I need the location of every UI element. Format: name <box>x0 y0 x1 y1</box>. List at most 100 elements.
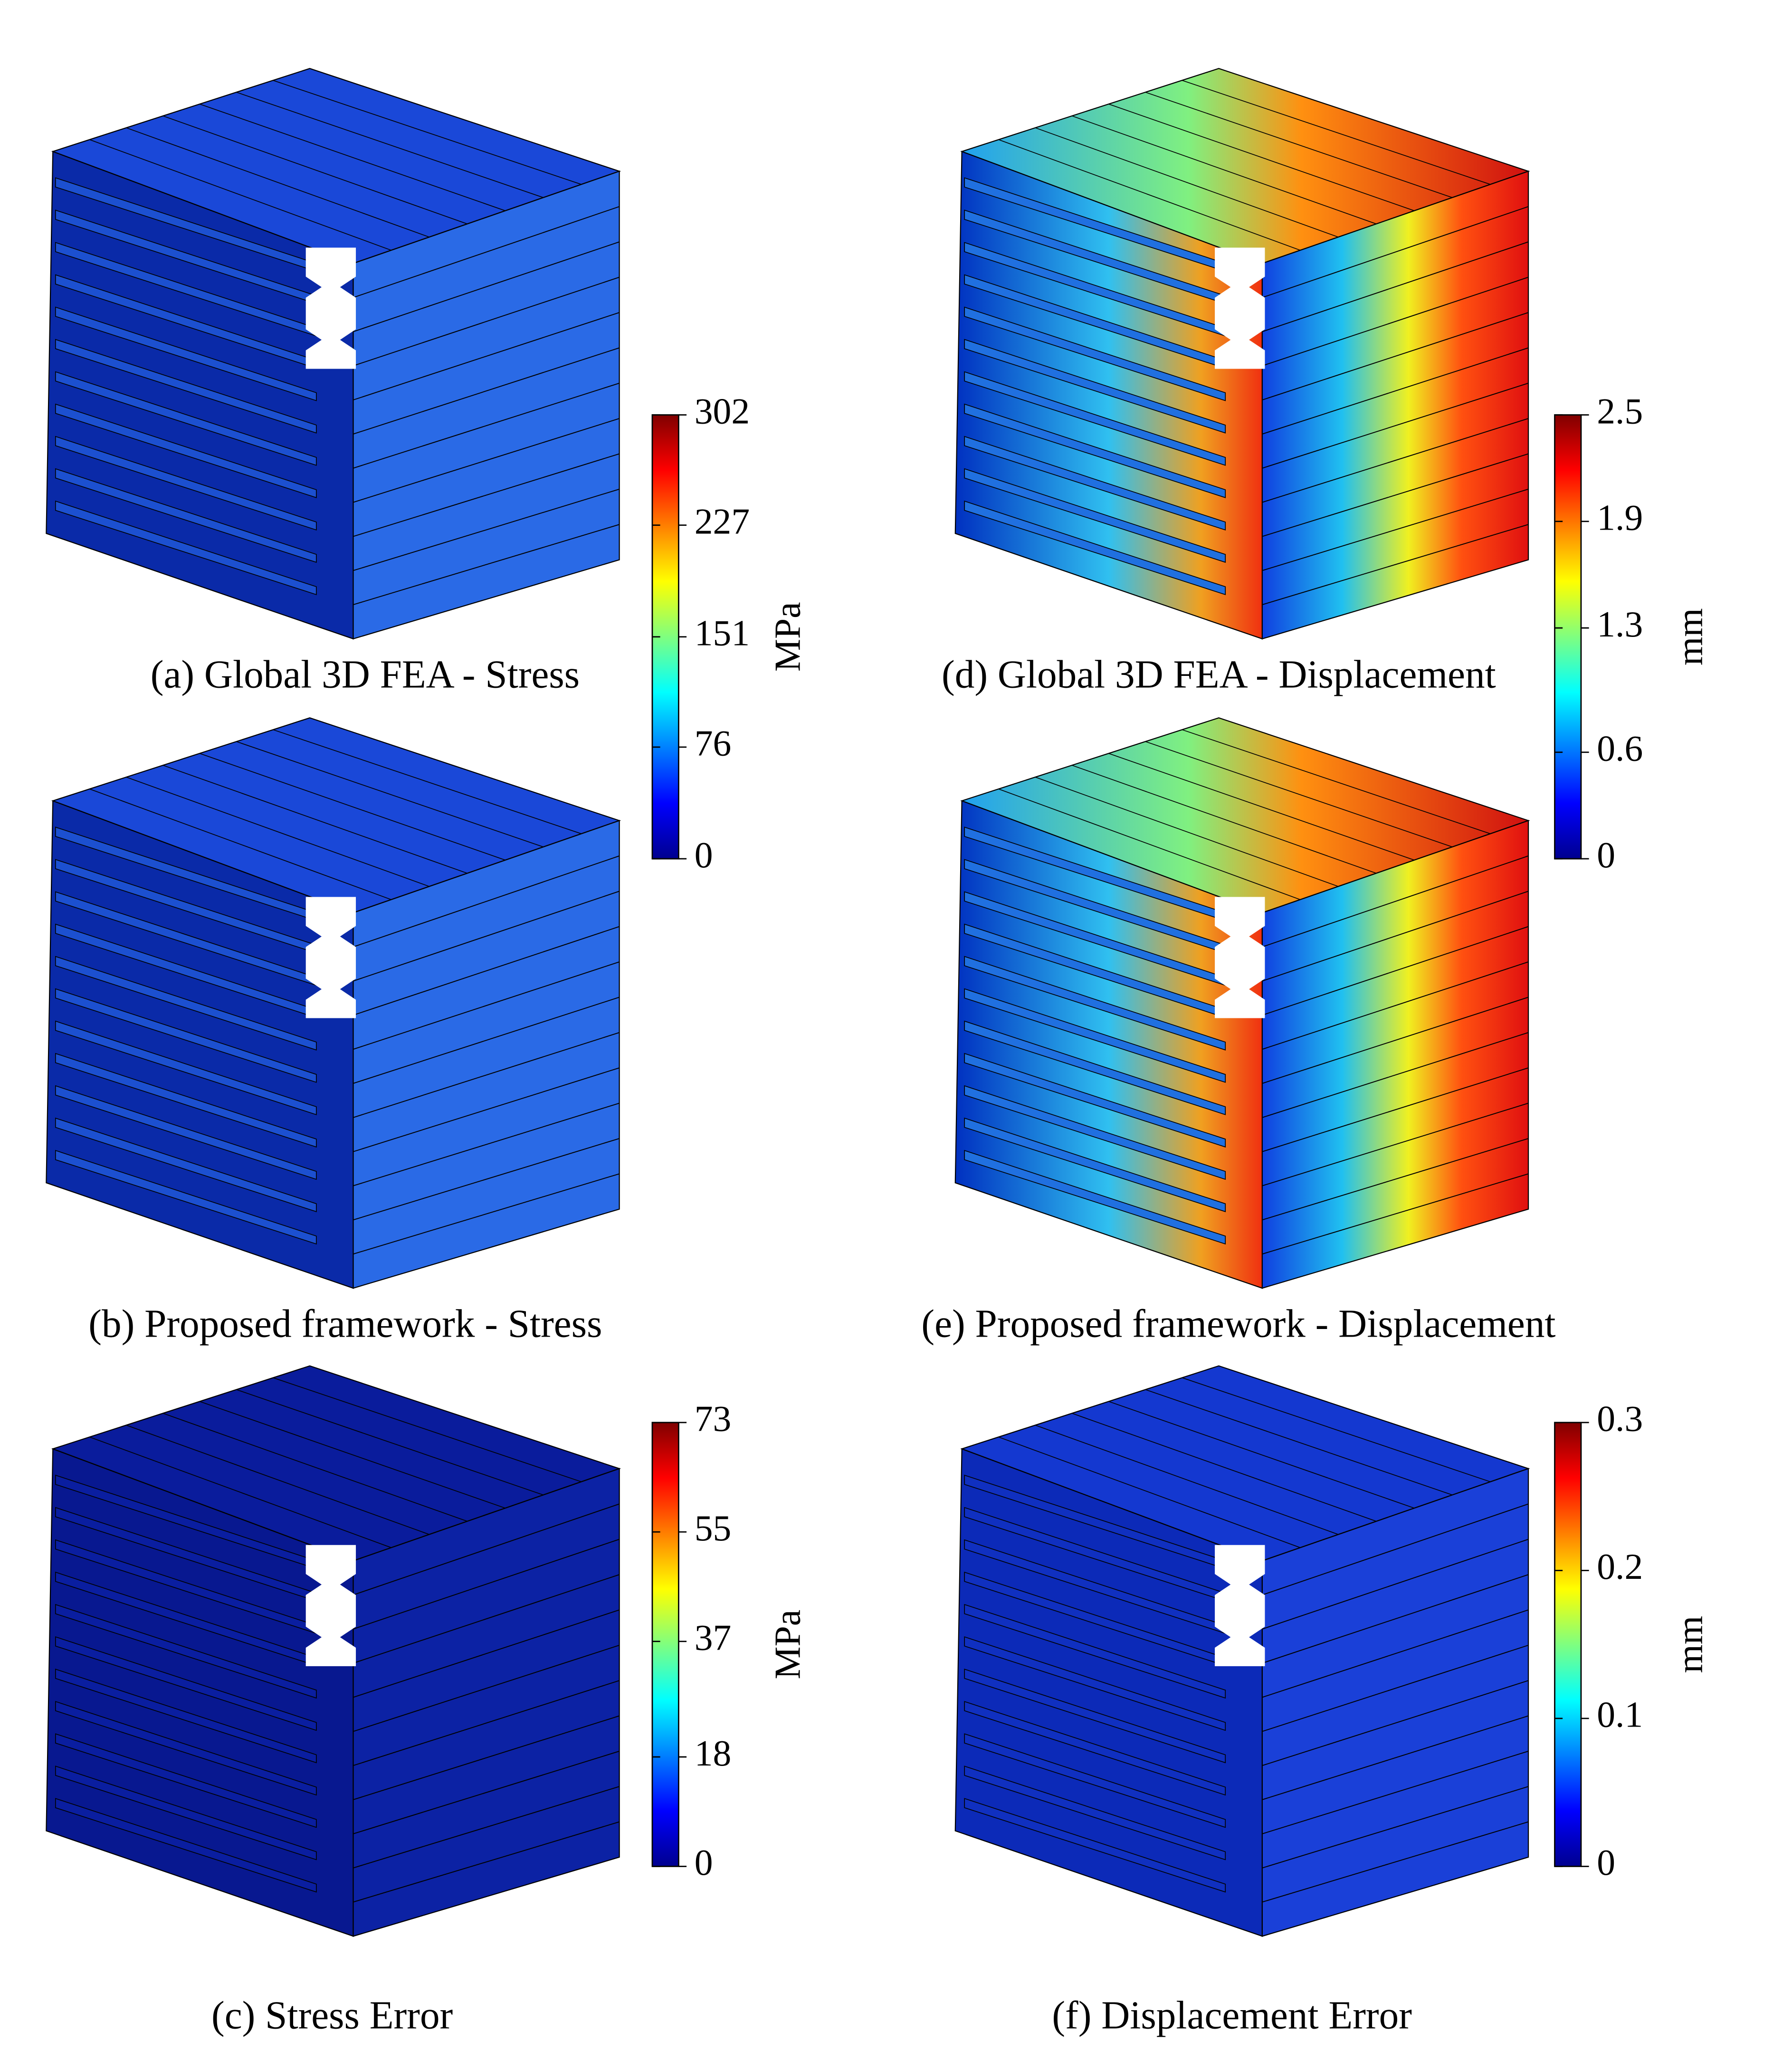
ply-line <box>1262 488 1529 571</box>
ply-line <box>1145 92 1453 198</box>
ply-line <box>162 765 467 874</box>
ply-line <box>353 1609 620 1698</box>
cube-right-face <box>353 170 620 640</box>
ply-line <box>199 1401 505 1509</box>
ply-line <box>353 1786 620 1869</box>
ply-line <box>1262 206 1529 298</box>
slat <box>55 371 317 466</box>
ply-line <box>273 1377 581 1482</box>
cube-right-face <box>1261 1468 1529 1937</box>
fea-panel <box>46 717 621 1289</box>
colorbar <box>1554 1422 1582 1867</box>
ply-line <box>353 855 620 948</box>
ply-line <box>89 1436 391 1548</box>
ply-line <box>353 997 620 1084</box>
slat <box>964 956 1226 1051</box>
slat <box>55 1117 317 1213</box>
colorbar-tick-label: 18 <box>695 1733 732 1774</box>
slat <box>964 403 1226 498</box>
slat <box>964 1798 1226 1893</box>
colorbar <box>651 1422 679 1867</box>
ply-line <box>126 1424 429 1535</box>
ply-line <box>236 741 543 847</box>
ply-line <box>1072 115 1377 225</box>
ply-line <box>1262 1715 1529 1800</box>
ply-line <box>1262 1644 1529 1732</box>
slat <box>55 1020 317 1115</box>
ply-line <box>273 80 581 185</box>
ply-line <box>353 1574 620 1664</box>
colorbar-tick-label: 0.2 <box>1597 1546 1643 1587</box>
fea-panel <box>46 68 621 640</box>
slat <box>55 1766 317 1861</box>
ply-line <box>353 926 620 1016</box>
slat <box>964 371 1226 466</box>
ply-line <box>89 788 391 900</box>
ply-line <box>1262 276 1529 367</box>
slat <box>55 468 317 563</box>
slat <box>964 1053 1226 1148</box>
colorbar-tick-label: 73 <box>695 1398 732 1439</box>
ply-line <box>1145 1389 1453 1496</box>
slat <box>55 500 317 596</box>
ply-line <box>1262 997 1529 1084</box>
slat <box>964 1117 1226 1213</box>
ply-line <box>1262 1750 1529 1834</box>
ply-line <box>1262 1102 1529 1187</box>
ply-line <box>998 1436 1301 1548</box>
slat <box>55 1701 317 1796</box>
ply-line <box>353 1680 620 1766</box>
slat <box>55 403 317 498</box>
slat <box>964 339 1226 434</box>
ply-line <box>1262 1032 1529 1118</box>
ply-line <box>1108 104 1415 211</box>
ply-line <box>353 1032 620 1118</box>
ply-line <box>236 92 543 198</box>
ply-line <box>1262 347 1529 435</box>
colorbar-tick-label: 2.5 <box>1597 390 1643 431</box>
colorbar-tick-label: 227 <box>695 501 750 541</box>
colorbar-label: MPa <box>767 1610 808 1680</box>
cube-right-face <box>1261 170 1529 640</box>
ply-line <box>353 891 620 982</box>
cube-right-face <box>353 820 620 1289</box>
colorbar-tick-label: 0 <box>695 835 713 875</box>
slat <box>964 1149 1226 1245</box>
panel-caption: (e) Proposed framework - Displacement <box>921 1302 1555 1346</box>
ply-line <box>1182 729 1491 835</box>
cutout <box>1215 897 1265 1018</box>
cutout <box>1215 247 1265 369</box>
fea-panel <box>954 68 1530 640</box>
ply-line <box>353 1067 620 1152</box>
cutout <box>305 1545 356 1666</box>
ply-line <box>273 729 581 835</box>
slat <box>55 1669 317 1764</box>
ply-line <box>199 753 505 861</box>
colorbar-tick-label: 55 <box>695 1508 732 1548</box>
ply-line <box>353 312 620 400</box>
ply-line <box>1182 80 1491 185</box>
colorbar-tick-label: 1.9 <box>1597 497 1643 538</box>
slat <box>55 436 317 531</box>
panel-caption: (b) Proposed framework - Stress <box>88 1302 602 1346</box>
ply-line <box>89 139 391 251</box>
slat <box>964 1604 1226 1699</box>
slat <box>55 1733 317 1828</box>
ply-line <box>1262 524 1529 605</box>
ply-line <box>1262 382 1529 469</box>
ply-line <box>353 382 620 469</box>
slat <box>964 1085 1226 1180</box>
colorbar-label: mm <box>1669 608 1710 665</box>
ply-line <box>1262 1609 1529 1698</box>
ply-line <box>1262 241 1529 332</box>
colorbar <box>1554 414 1582 860</box>
ply-line <box>353 961 620 1050</box>
colorbar-tick-label: 0.6 <box>1597 728 1643 769</box>
colorbar-tick-label: 0 <box>1597 1842 1615 1883</box>
ply-line <box>1262 1786 1529 1869</box>
ply-line <box>1108 753 1415 861</box>
ply-line <box>353 1138 620 1221</box>
slat <box>964 436 1226 531</box>
ply-line <box>353 453 620 537</box>
